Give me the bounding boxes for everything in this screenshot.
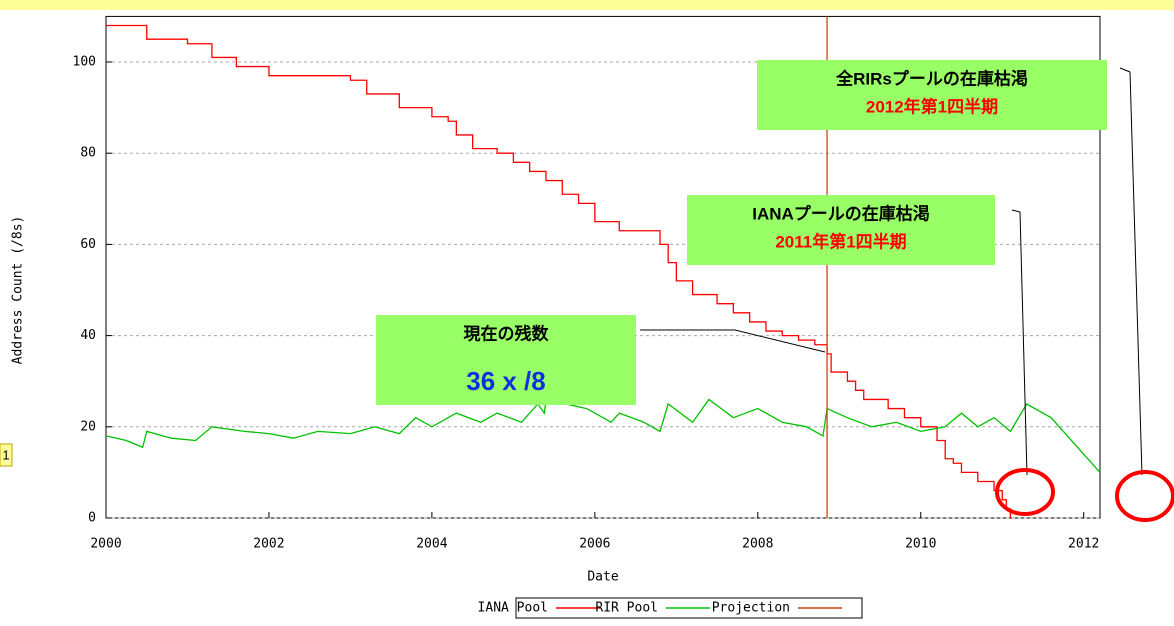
y-tick-label: 60: [80, 237, 96, 252]
annotation-text: 36 x /8: [466, 366, 546, 396]
x-tick-label: 2008: [742, 537, 773, 552]
annotation-box: [757, 60, 1107, 130]
y-tick-label: 80: [80, 146, 96, 161]
x-axis-label: Date: [587, 570, 618, 585]
series-line: [106, 24, 1012, 518]
slide-number: 1: [2, 447, 9, 462]
annotation-text: 2011年第1四半期: [775, 231, 906, 251]
annotation-box: [376, 315, 636, 405]
y-tick-label: 0: [88, 511, 96, 526]
x-tick-label: 2010: [905, 537, 936, 552]
legend-label: Projection: [712, 601, 790, 616]
annotation-text: 2012年第1四半期: [866, 96, 998, 116]
x-tick-label: 2000: [90, 537, 121, 552]
leader-line: [1119, 67, 1143, 476]
plot-frame: [105, 15, 1101, 519]
leader-line: [640, 329, 826, 353]
highlight-circle: [995, 468, 1055, 516]
slide-number-box: [0, 443, 13, 467]
y-tick-label: 40: [80, 328, 96, 343]
legend-label: IANA Pool: [478, 601, 548, 616]
legend-label: RIR Pool: [595, 601, 658, 616]
x-tick-label: 2004: [416, 537, 447, 552]
y-tick-label: 100: [73, 55, 96, 70]
highlight-circle: [1115, 470, 1174, 522]
annotation-text: 全RIRsプールの在庫枯渇: [835, 68, 1028, 88]
annotation-text: IANAプールの在庫枯渇: [752, 203, 930, 223]
annotation-box: [687, 195, 995, 265]
leader-line: [1011, 209, 1028, 476]
x-tick-label: 2002: [253, 537, 284, 552]
y-tick-label: 20: [80, 419, 96, 434]
x-tick-label: 2012: [1068, 537, 1099, 552]
y-axis-label: Address Count (/8s): [11, 216, 26, 365]
annotation-text: 現在の残数: [464, 323, 550, 343]
banner: [0, 0, 1174, 10]
x-tick-label: 2006: [579, 537, 610, 552]
series-line: [105, 398, 1101, 473]
